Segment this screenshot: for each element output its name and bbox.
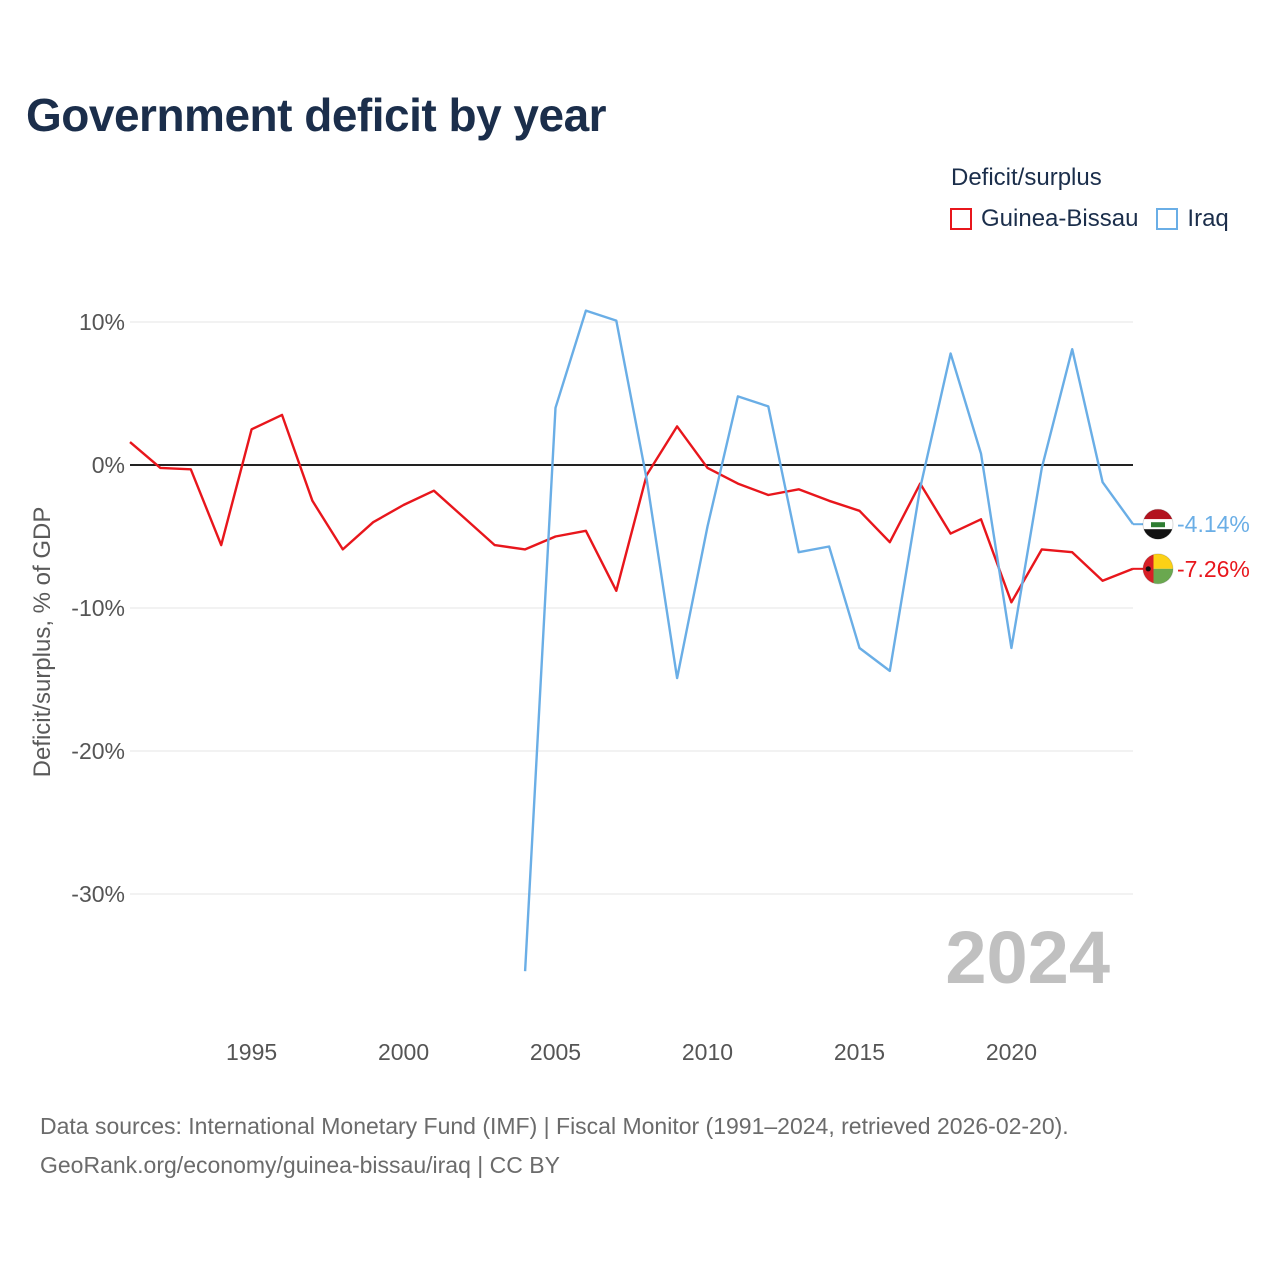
grid <box>130 321 1133 895</box>
legend-swatch-iraq <box>1156 208 1179 230</box>
y-tick-label: -30% <box>71 881 125 907</box>
series-line-iraq[interactable] <box>523 309 1134 972</box>
x-tick-label: 2010 <box>682 1039 733 1065</box>
x-axis-ticks: 1995 2000 2005 2010 2015 2020 <box>226 1039 1037 1065</box>
y-tick-label: -10% <box>71 595 125 621</box>
series-line-guinea-bissau[interactable] <box>129 413 1134 604</box>
legend-label-guinea-bissau: Guinea-Bissau <box>981 205 1139 232</box>
legend-label-iraq: Iraq <box>1187 205 1229 232</box>
x-tick-label: 1995 <box>226 1039 277 1065</box>
legend-title: Deficit/surplus <box>951 164 1102 191</box>
end-label-iraq: -4.14% <box>1177 511 1250 537</box>
guinea-bissau-flag-icon <box>1142 553 1174 585</box>
legend-item-guinea-bissau[interactable]: Guinea-Bissau <box>950 205 1138 233</box>
end-labels: -7.26% -4.14% <box>1133 508 1250 585</box>
footer: Data sources: International Monetary Fun… <box>40 1107 1069 1185</box>
x-tick-label: 2005 <box>530 1039 581 1065</box>
y-tick-label: 10% <box>79 309 125 335</box>
y-axis-label: Deficit/surplus, % of GDP <box>29 507 56 778</box>
x-tick-label: 2020 <box>986 1039 1037 1065</box>
y-axis-ticks: 10% 0% -10% -20% -30% <box>71 309 125 907</box>
end-label-guinea-bissau: -7.26% <box>1177 556 1250 582</box>
legend-swatch-guinea-bissau <box>950 208 972 230</box>
footer-link: GeoRank.org/economy/guinea-bissau/iraq |… <box>40 1152 560 1178</box>
series-group <box>129 309 1134 972</box>
iraq-flag-icon <box>1142 508 1174 540</box>
page-title: Government deficit by year <box>26 89 607 141</box>
line-chart: 10% 0% -10% -20% -30% 1995 2000 2005 2010 2015 20… <box>29 309 1250 1065</box>
y-tick-label: 0% <box>92 452 125 478</box>
y-tick-label: -20% <box>71 738 125 764</box>
x-tick-label: 2000 <box>378 1039 429 1065</box>
legend-item-iraq[interactable]: Iraq <box>1156 205 1229 233</box>
year-watermark: 2024 <box>945 916 1110 999</box>
legend: Guinea-Bissau Iraq <box>950 205 1247 233</box>
footer-sources: Data sources: International Monetary Fun… <box>40 1113 1069 1139</box>
x-tick-label: 2015 <box>834 1039 885 1065</box>
